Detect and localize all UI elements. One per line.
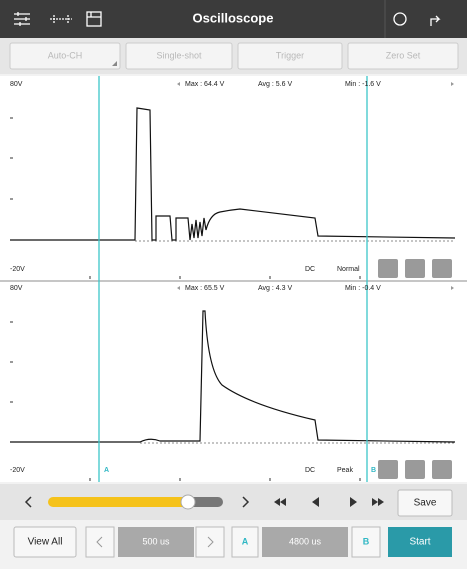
scale-top: 80V bbox=[10, 81, 23, 88]
time-increase[interactable] bbox=[195, 526, 225, 558]
save-label: Save bbox=[414, 498, 437, 509]
toolbar-label: Single-shot bbox=[156, 50, 202, 60]
toolbar-label: Trigger bbox=[276, 50, 304, 60]
channel-panel bbox=[0, 76, 467, 280]
panel-tool-button[interactable] bbox=[432, 460, 452, 479]
panel-tool-button[interactable] bbox=[405, 460, 425, 479]
stat-min: Min : -0.4 V bbox=[345, 285, 381, 292]
toolbar-button[interactable] bbox=[347, 42, 459, 70]
stat-max: Max : 65.5 V bbox=[185, 285, 225, 292]
save-button[interactable] bbox=[397, 489, 453, 517]
stat-max: Max : 64.4 V bbox=[185, 81, 225, 88]
scroll-arrows[interactable] bbox=[24, 496, 250, 508]
scale-bottom: -20V bbox=[10, 467, 25, 474]
panel-tool-button[interactable] bbox=[405, 259, 425, 278]
arrow-icon bbox=[96, 536, 103, 548]
toolbar-button[interactable] bbox=[9, 42, 121, 70]
toolbar-label: Zero Set bbox=[386, 50, 421, 60]
time-base-box bbox=[118, 527, 194, 557]
view-all-label: View All bbox=[28, 537, 63, 548]
start-button[interactable] bbox=[388, 527, 452, 557]
scale-bottom: -20V bbox=[10, 266, 25, 273]
toolbar-label: Auto-CH bbox=[48, 50, 83, 60]
waveform bbox=[10, 310, 456, 443]
panel-tool-button[interactable] bbox=[378, 259, 398, 278]
toolbar-button[interactable] bbox=[237, 42, 343, 70]
cursor-b-label: B bbox=[363, 536, 370, 546]
axis-ticks bbox=[10, 117, 361, 481]
dropdown-icon bbox=[112, 61, 117, 66]
header-bar bbox=[0, 0, 467, 38]
zero-line bbox=[135, 240, 455, 444]
cursor-a-tag: A bbox=[104, 467, 109, 474]
trigger-mode: Normal bbox=[337, 266, 360, 273]
stat-avg: Avg : 5.6 V bbox=[258, 81, 292, 88]
toolbar-button[interactable] bbox=[125, 42, 233, 70]
panel-tool-button[interactable] bbox=[378, 460, 398, 479]
start-label: Start bbox=[409, 537, 430, 548]
waveform bbox=[10, 107, 456, 241]
cursor-b-tag: B bbox=[371, 467, 376, 474]
header-title: Oscilloscope bbox=[193, 10, 274, 25]
coupling: DC bbox=[305, 266, 315, 273]
stat-avg: Avg : 4.3 V bbox=[258, 285, 292, 292]
arrow-icon bbox=[207, 536, 214, 548]
channel-panel bbox=[0, 282, 467, 482]
coupling: DC bbox=[305, 467, 315, 474]
view-all-button[interactable] bbox=[13, 526, 77, 558]
cursor-a-button[interactable] bbox=[231, 526, 259, 558]
time-decrease[interactable] bbox=[85, 526, 115, 558]
scale-top: 80V bbox=[10, 285, 23, 292]
cursor-b-button[interactable] bbox=[351, 526, 381, 558]
trigger-mode: Peak bbox=[337, 467, 353, 474]
cursor-a-label: A bbox=[242, 536, 249, 546]
cursor-span-box bbox=[262, 527, 348, 557]
slider-fill bbox=[48, 497, 188, 507]
time-base: 500 us bbox=[142, 536, 170, 546]
slider-knob[interactable] bbox=[180, 494, 196, 510]
cursor-span: 4800 us bbox=[289, 536, 322, 546]
panel-tool-button[interactable] bbox=[432, 259, 452, 278]
stat-min: Min : -1.6 V bbox=[345, 81, 381, 88]
header-icons[interactable] bbox=[14, 11, 441, 27]
